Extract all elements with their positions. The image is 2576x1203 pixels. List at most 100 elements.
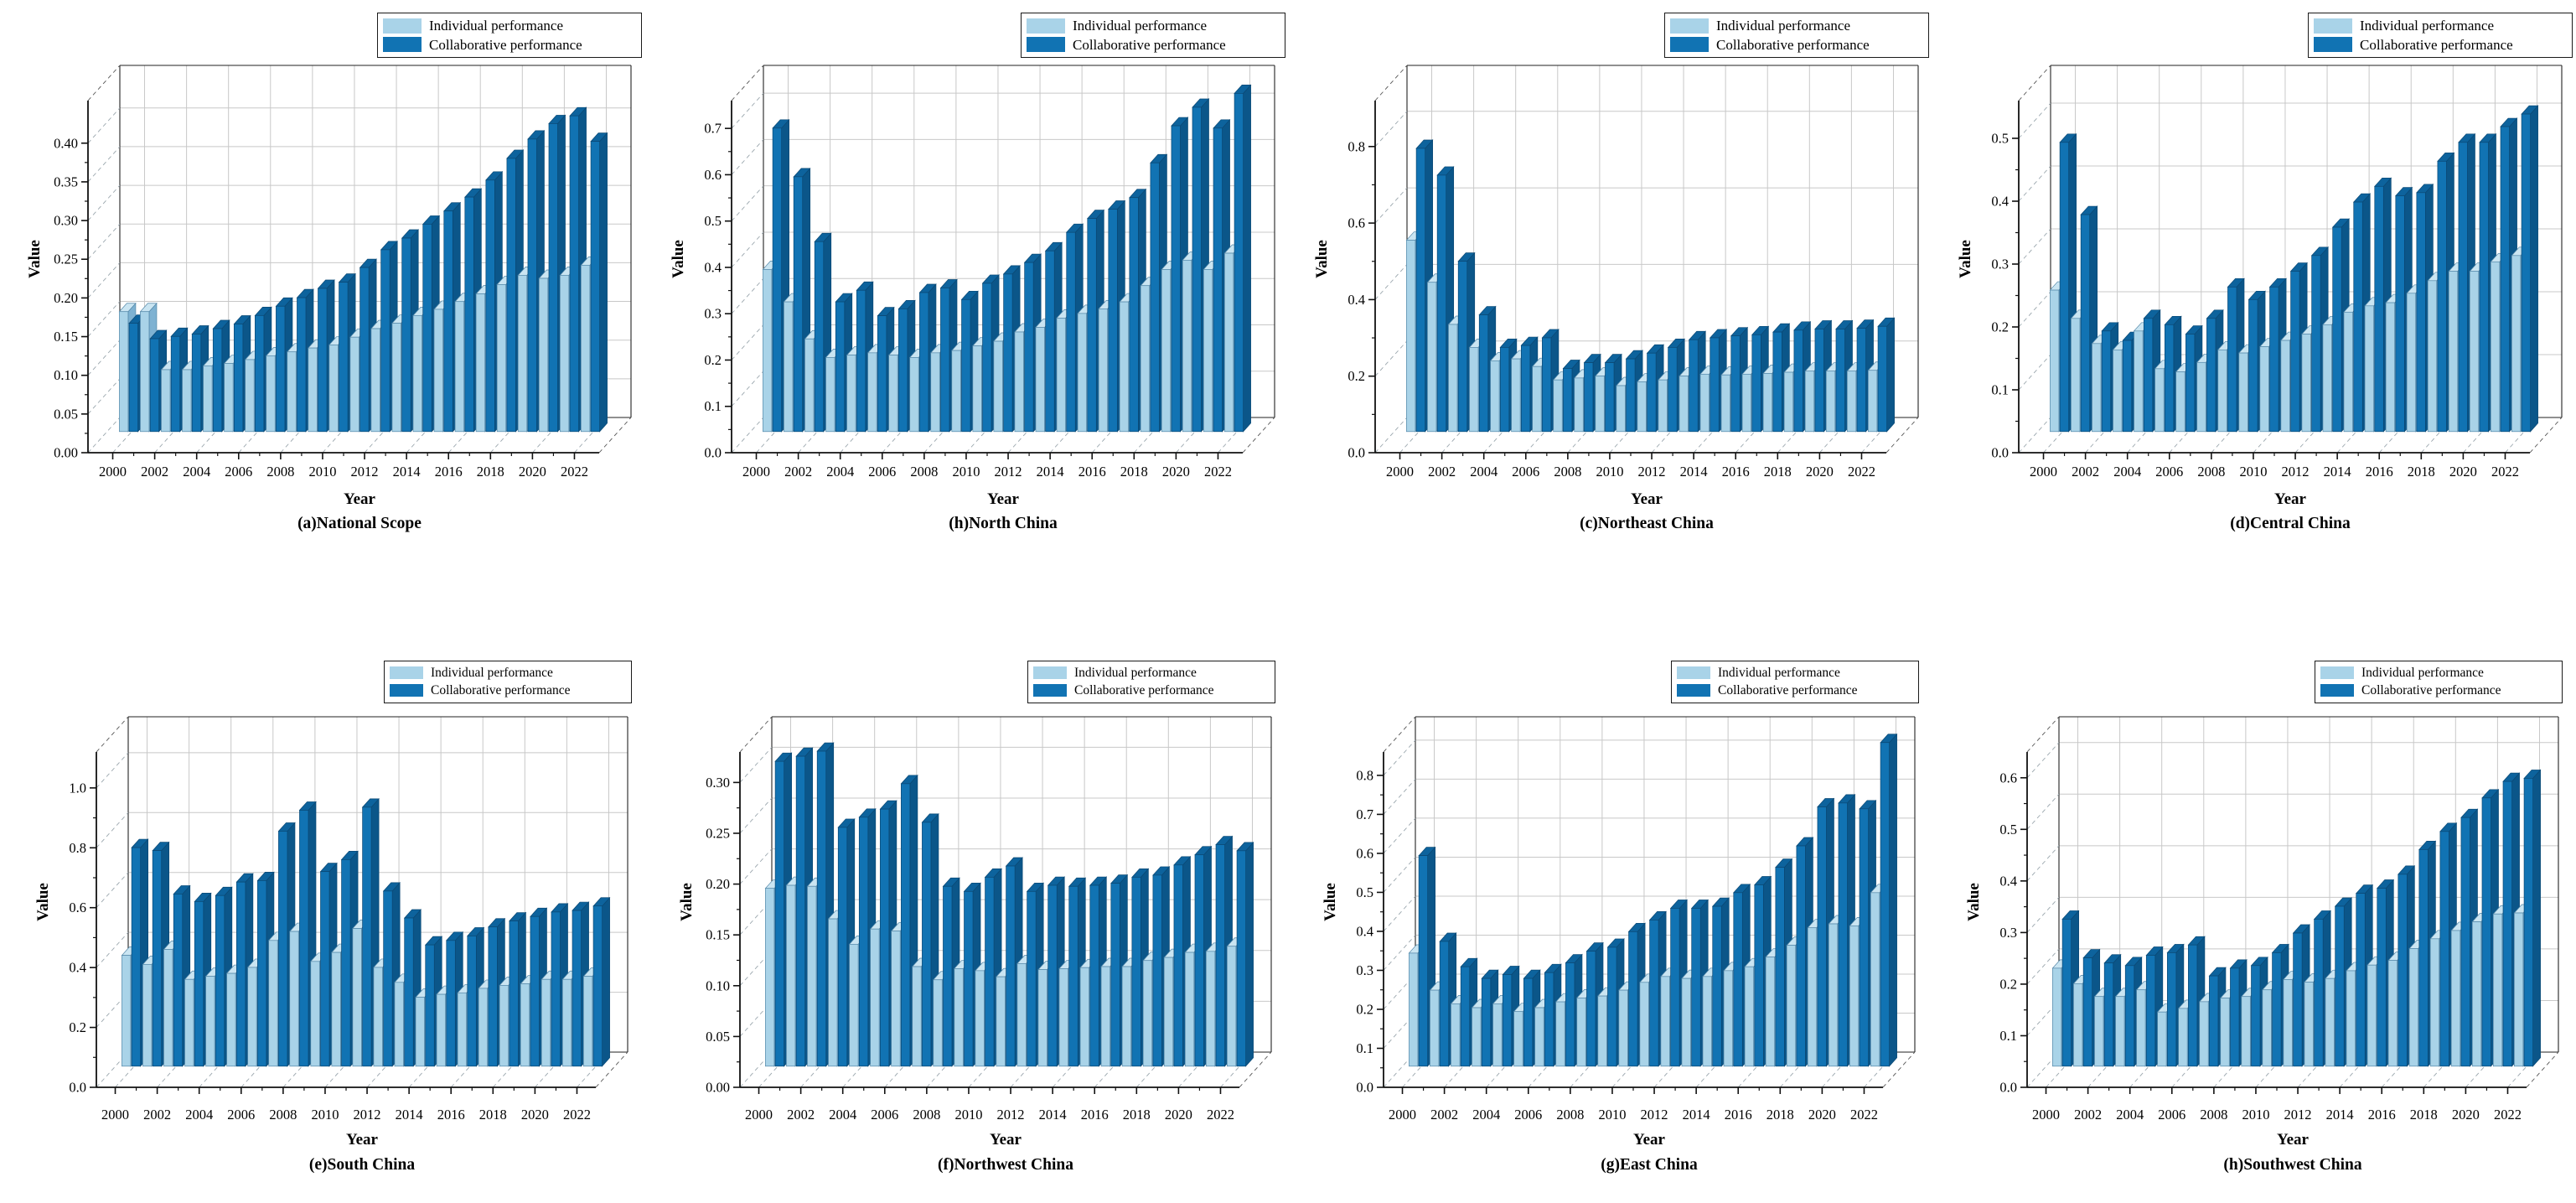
svg-text:0.1: 0.1 [1356, 1040, 1373, 1056]
legend-item-individual: Individual performance [1033, 666, 1266, 681]
legend-label: Individual performance [1716, 18, 1851, 34]
svg-text:2018: 2018 [1120, 464, 1148, 480]
svg-text:2016: 2016 [2368, 1107, 2396, 1123]
chart-cell-e-south-china: 0.0 0.2 0.4 0.6 0.8 1.0 2000 2002 2004 2006 2008 20… [0, 601, 644, 1203]
svg-text:2014: 2014 [393, 464, 421, 480]
legend-item-individual: Individual performance [1027, 18, 1276, 34]
svg-text:2002: 2002 [2074, 1107, 2102, 1123]
legend-item-individual: Individual performance [383, 18, 633, 34]
svg-text:2004: 2004 [826, 464, 854, 480]
svg-text:0.4: 0.4 [1991, 194, 2009, 210]
svg-text:2000: 2000 [1386, 464, 1414, 480]
svg-text:0.5: 0.5 [704, 213, 722, 229]
svg-text:0.3: 0.3 [1999, 925, 2017, 941]
svg-text:2018: 2018 [2410, 1107, 2438, 1123]
svg-text:2020: 2020 [519, 464, 546, 480]
legend-swatch-collaborative [1670, 37, 1709, 53]
svg-text:2002: 2002 [1430, 1107, 1458, 1123]
svg-text:2014: 2014 [1683, 1107, 1710, 1123]
legend-label: Individual performance [2361, 666, 2484, 680]
svg-text:0.6: 0.6 [1999, 770, 2017, 786]
svg-text:2020: 2020 [1165, 1107, 1192, 1123]
legend-item-collaborative: Collaborative performance [1033, 683, 1266, 698]
svg-text:2010: 2010 [952, 464, 980, 480]
svg-text:2006: 2006 [1514, 1107, 1542, 1123]
svg-text:0.30: 0.30 [54, 213, 78, 229]
svg-text:2006: 2006 [227, 1107, 255, 1123]
svg-text:Value: Value [1313, 240, 1331, 278]
svg-text:0.25: 0.25 [706, 825, 730, 841]
bar-chart-north-china: 0.0 0.1 0.2 0.3 0.4 0.5 0.6 0.7 2000 2002 2004 2006… [670, 65, 1275, 532]
legend-label: Collaborative performance [2360, 36, 2513, 53]
legend-swatch-collaborative [2314, 37, 2352, 53]
legend-label: Collaborative performance [2361, 682, 2501, 697]
svg-text:0.2: 0.2 [1347, 368, 1365, 384]
svg-text:2012: 2012 [2282, 464, 2310, 480]
legend: Individual performance Collaborative per… [1671, 661, 1919, 703]
svg-text:2018: 2018 [2408, 464, 2435, 480]
svg-text:Value: Value [34, 883, 52, 921]
legend-swatch-collaborative [2320, 684, 2354, 697]
svg-text:2014: 2014 [396, 1107, 423, 1123]
svg-text:2000: 2000 [99, 464, 127, 480]
svg-text:2000: 2000 [1389, 1107, 1416, 1123]
svg-text:2012: 2012 [997, 1107, 1025, 1123]
legend-label: Collaborative performance [429, 36, 582, 53]
svg-text:2006: 2006 [868, 464, 896, 480]
chart-cell-c-northeast-china: 0.0 0.2 0.4 0.6 0.8 2000 2002 2004 2006 2008 2010 2… [1287, 0, 1931, 601]
svg-text:2006: 2006 [2158, 1107, 2185, 1123]
svg-text:0.0: 0.0 [1347, 445, 1365, 461]
svg-text:1.0: 1.0 [69, 780, 86, 796]
svg-text:2016: 2016 [1081, 1107, 1109, 1123]
svg-text:2008: 2008 [2200, 1107, 2227, 1123]
svg-text:0.3: 0.3 [704, 306, 722, 322]
svg-text:Value: Value [1965, 883, 1983, 921]
svg-text:0.10: 0.10 [54, 367, 78, 383]
legend: Individual performance Collaborative per… [1021, 13, 1285, 59]
svg-text:2004: 2004 [1472, 1107, 1500, 1123]
bar-chart-east-china: 0.0 0.1 0.2 0.3 0.4 0.5 0.6 0.7 0.8 2000 2002 2004 2… [1322, 716, 1916, 1174]
svg-text:2004: 2004 [2116, 1107, 2144, 1123]
svg-text:0.5: 0.5 [1999, 822, 2017, 837]
legend-item-individual: Individual performance [2314, 18, 2563, 34]
svg-text:(e)South China: (e)South China [309, 1156, 415, 1174]
svg-text:Value: Value [670, 240, 687, 278]
svg-text:2022: 2022 [1204, 464, 1232, 480]
svg-text:2022: 2022 [2494, 1107, 2522, 1123]
svg-text:2020: 2020 [1806, 464, 1834, 480]
svg-text:2020: 2020 [2449, 464, 2477, 480]
svg-text:2006: 2006 [871, 1107, 898, 1123]
svg-text:0.2: 0.2 [704, 352, 722, 368]
svg-text:2020: 2020 [1808, 1107, 1836, 1123]
svg-text:0.05: 0.05 [706, 1029, 730, 1045]
svg-text:0.35: 0.35 [54, 174, 78, 189]
svg-text:2022: 2022 [2491, 464, 2519, 480]
legend-item-individual: Individual performance [2320, 666, 2553, 681]
svg-text:0.0: 0.0 [1356, 1080, 1373, 1096]
svg-text:0.00: 0.00 [54, 445, 78, 461]
svg-text:2004: 2004 [185, 1107, 213, 1123]
svg-text:2022: 2022 [1850, 1107, 1878, 1123]
svg-text:2004: 2004 [1470, 464, 1497, 480]
svg-text:0.0: 0.0 [69, 1080, 86, 1096]
svg-text:0.4: 0.4 [1999, 873, 2017, 889]
svg-text:0.40: 0.40 [54, 135, 78, 151]
bar-chart-national-scope: 0.00 0.05 0.10 0.15 0.20 0.25 0.30 0.35 0.40 2000… [26, 65, 632, 532]
svg-text:2000: 2000 [2032, 1107, 2060, 1123]
svg-text:(h)Southwest China: (h)Southwest China [2223, 1156, 2361, 1174]
chart-cell-g-east-china: 0.0 0.1 0.2 0.3 0.4 0.5 0.6 0.7 0.8 2000 2002 2004 2… [1287, 601, 1931, 1203]
chart-cell-b-north-china: 0.0 0.1 0.2 0.3 0.4 0.5 0.6 0.7 2000 2002 2004 2006… [644, 0, 1287, 601]
svg-text:0.30: 0.30 [706, 775, 730, 791]
legend-swatch-collaborative [1027, 37, 1065, 53]
svg-text:2002: 2002 [1428, 464, 1456, 480]
svg-text:2008: 2008 [913, 1107, 940, 1123]
svg-text:2014: 2014 [2324, 464, 2351, 480]
legend-swatch-collaborative [1033, 684, 1067, 697]
svg-text:0.8: 0.8 [1356, 767, 1373, 783]
legend-swatch-individual [383, 18, 422, 34]
legend-label: Individual performance [1073, 18, 1208, 34]
svg-text:0.00: 0.00 [706, 1080, 730, 1096]
svg-text:Year: Year [1631, 490, 1663, 508]
svg-text:2018: 2018 [1766, 1107, 1794, 1123]
svg-text:2010: 2010 [2239, 464, 2267, 480]
